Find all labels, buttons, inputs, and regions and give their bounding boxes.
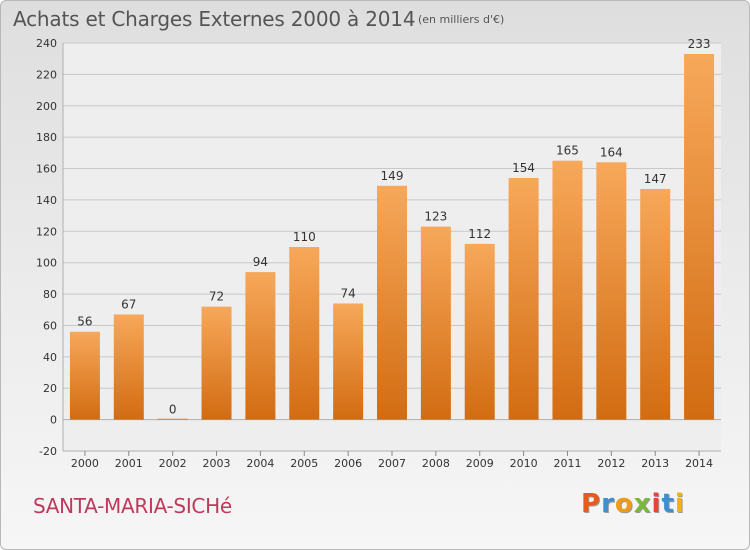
bar-value-label: 67	[121, 297, 136, 311]
x-tick-label: 2007	[378, 457, 406, 470]
x-axis: 2000 2001 2002 2003 2004 2005 2006 2007 2008 2009…	[71, 451, 713, 470]
y-tick-label: 160	[36, 163, 57, 176]
y-tick-label: 0	[50, 414, 57, 427]
bar-value-label: 149	[381, 169, 404, 183]
y-axis: -20 0 20 40 60 80 100 120 140 160 180 200 220 240	[36, 37, 57, 458]
bar-2011	[552, 160, 583, 420]
x-tick-label: 2012	[597, 457, 625, 470]
x-tick-label: 2009	[466, 457, 494, 470]
bar-value-label: 147	[644, 172, 667, 186]
bar-2007	[377, 185, 407, 420]
bar-value-label: 233	[688, 37, 711, 51]
y-tick-label: 120	[36, 225, 57, 238]
y-tick-label: 20	[43, 382, 57, 395]
y-tick-label: 60	[43, 319, 57, 332]
x-tick-label: 2010	[510, 457, 538, 470]
logo-letter: x	[633, 489, 652, 519]
bar-value-label: 74	[340, 286, 355, 300]
bar-2000	[69, 331, 100, 420]
y-tick-label: 180	[36, 131, 57, 144]
logo-letter: i	[674, 489, 685, 519]
x-tick-label: 2014	[685, 457, 713, 470]
x-tick-label: 2006	[334, 457, 362, 470]
bar-value-label: 154	[512, 161, 535, 175]
bar-2001	[113, 314, 144, 420]
bar-2012	[596, 162, 627, 420]
bar-2005	[289, 247, 320, 420]
y-tick-label: 140	[36, 194, 57, 207]
bar-2013	[640, 188, 671, 420]
chart-title: Achats et Charges Externes 2000 à 2014	[13, 7, 416, 31]
y-tick-label: 240	[36, 37, 57, 50]
bar-2014	[684, 53, 715, 420]
x-tick-label: 2011	[553, 457, 581, 470]
x-tick-label: 2005	[290, 457, 318, 470]
y-tick-label: 100	[36, 257, 57, 270]
bar-2008	[420, 226, 451, 420]
y-tick-label: 220	[36, 68, 57, 81]
logo-letter: P	[581, 489, 602, 519]
x-tick-label: 2013	[641, 457, 669, 470]
proxiti-logo[interactable]: Proxiti	[581, 489, 685, 519]
bar-value-label: 72	[209, 290, 224, 304]
bar-2002	[157, 418, 188, 420]
x-tick-label: 2000	[71, 457, 99, 470]
y-tick-label: 200	[36, 100, 57, 113]
bar-2003	[201, 306, 232, 420]
x-tick-label: 2003	[203, 457, 231, 470]
bar-2010	[508, 177, 539, 420]
x-tick-label: 2004	[246, 457, 274, 470]
bars-group: 56 67 0 72 94 110 74 149 123 112 154 165 164 147 233	[69, 37, 715, 420]
bar-2004	[245, 272, 276, 420]
bar-value-label: 164	[600, 145, 623, 159]
bar-2009	[464, 243, 495, 420]
y-tick-label: 40	[43, 351, 57, 364]
logo-letter: i	[651, 489, 662, 519]
bar-value-label: 94	[253, 255, 268, 269]
chart-subtitle: (en milliers d'€)	[418, 13, 505, 26]
bar-2006	[333, 303, 364, 420]
logo-letter: o	[614, 489, 634, 519]
bar-value-label: 0	[169, 403, 177, 417]
y-tick-label: -20	[39, 445, 57, 458]
y-tick-label: 80	[43, 288, 57, 301]
bar-value-label: 112	[468, 227, 491, 241]
logo-letter: t	[661, 489, 675, 519]
logo-letter: r	[601, 489, 615, 519]
bar-value-label: 56	[77, 315, 92, 329]
bar-value-label: 123	[424, 210, 447, 224]
x-tick-label: 2008	[422, 457, 450, 470]
x-tick-label: 2002	[159, 457, 187, 470]
bar-value-label: 110	[293, 230, 316, 244]
commune-name: SANTA-MARIA-SICHé	[33, 494, 232, 518]
bar-value-label: 165	[556, 144, 579, 158]
x-tick-label: 2001	[115, 457, 143, 470]
